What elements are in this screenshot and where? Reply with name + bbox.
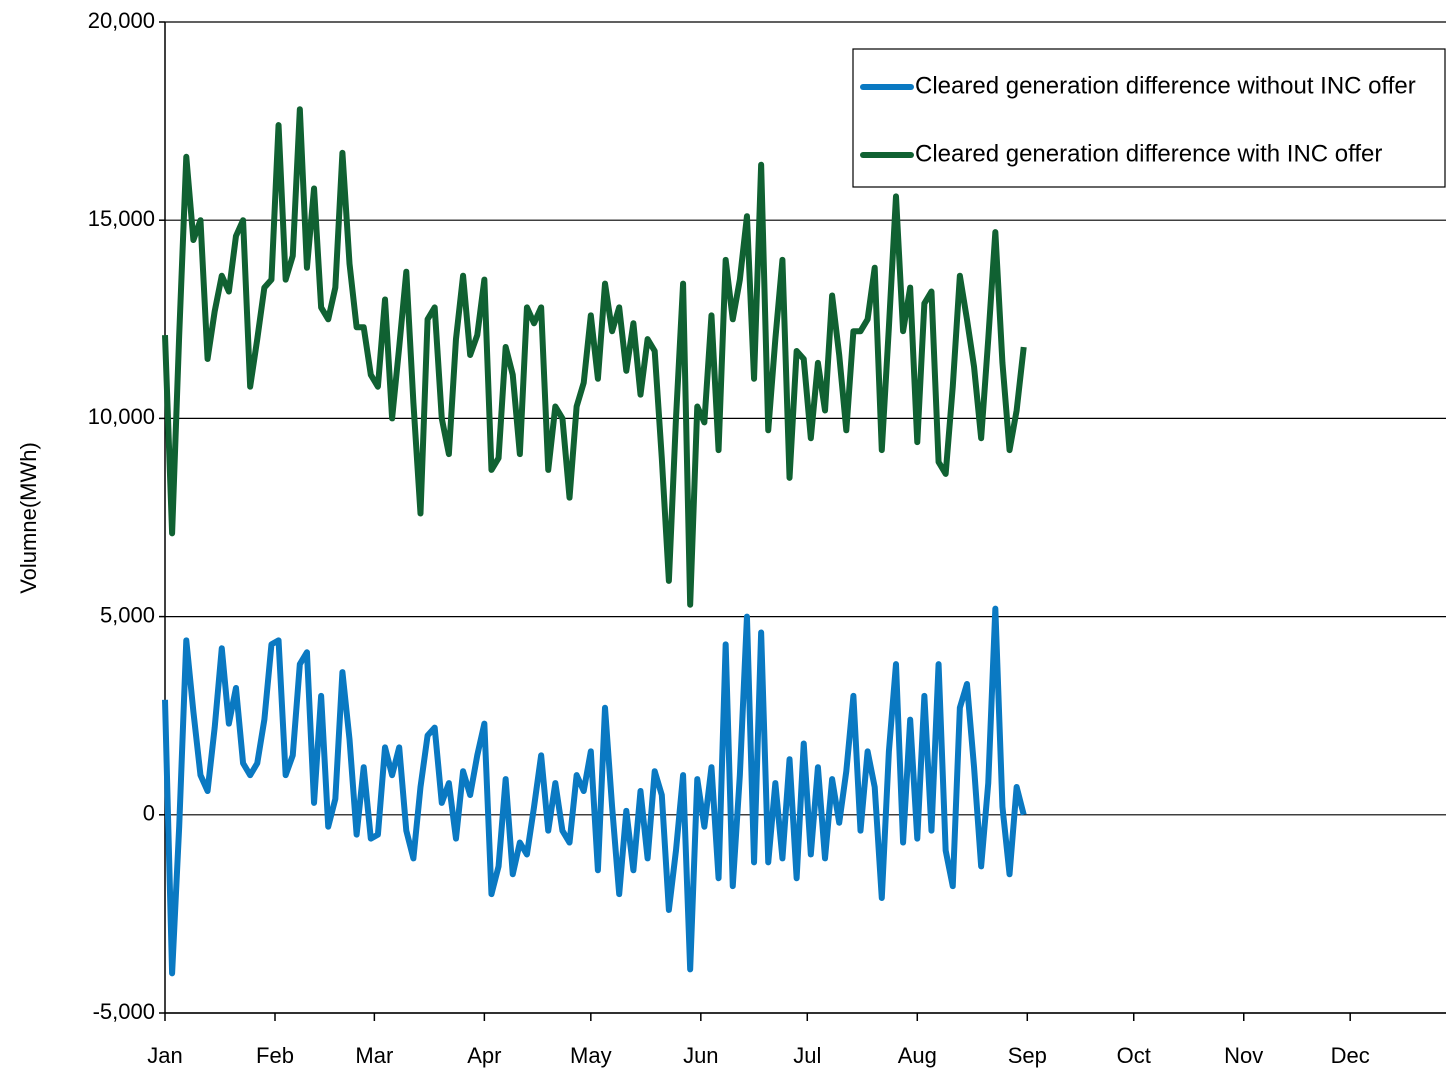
x-tick-label: Apr <box>467 1043 501 1068</box>
x-tick-label: Oct <box>1117 1043 1151 1068</box>
x-tick-label: Jul <box>793 1043 821 1068</box>
x-tick-label: Aug <box>898 1043 937 1068</box>
y-tick-label: 15,000 <box>88 206 155 231</box>
y-axis-label: Volumne(MWh) <box>16 442 41 594</box>
x-tick-label: Jun <box>683 1043 718 1068</box>
legend-label: Cleared generation difference without IN… <box>915 72 1416 99</box>
series-line <box>162 605 1027 977</box>
x-tick-label: May <box>570 1043 612 1068</box>
y-tick-label: 20,000 <box>88 8 155 33</box>
x-tick-label: Mar <box>355 1043 393 1068</box>
x-tick-label: Jan <box>147 1043 182 1068</box>
legend-label: Cleared generation difference with INC o… <box>915 140 1382 167</box>
legend-box <box>852 48 1446 188</box>
series-line <box>162 106 1027 608</box>
y-tick-label: 0 <box>143 801 155 826</box>
y-tick-label: 10,000 <box>88 404 155 429</box>
x-tick-label: Dec <box>1331 1043 1370 1068</box>
y-tick-label: -5,000 <box>93 999 155 1024</box>
x-tick-label: Feb <box>256 1043 294 1068</box>
x-tick-label: Nov <box>1224 1043 1263 1068</box>
y-tick-label: 5,000 <box>100 602 155 627</box>
x-tick-label: Sep <box>1008 1043 1047 1068</box>
